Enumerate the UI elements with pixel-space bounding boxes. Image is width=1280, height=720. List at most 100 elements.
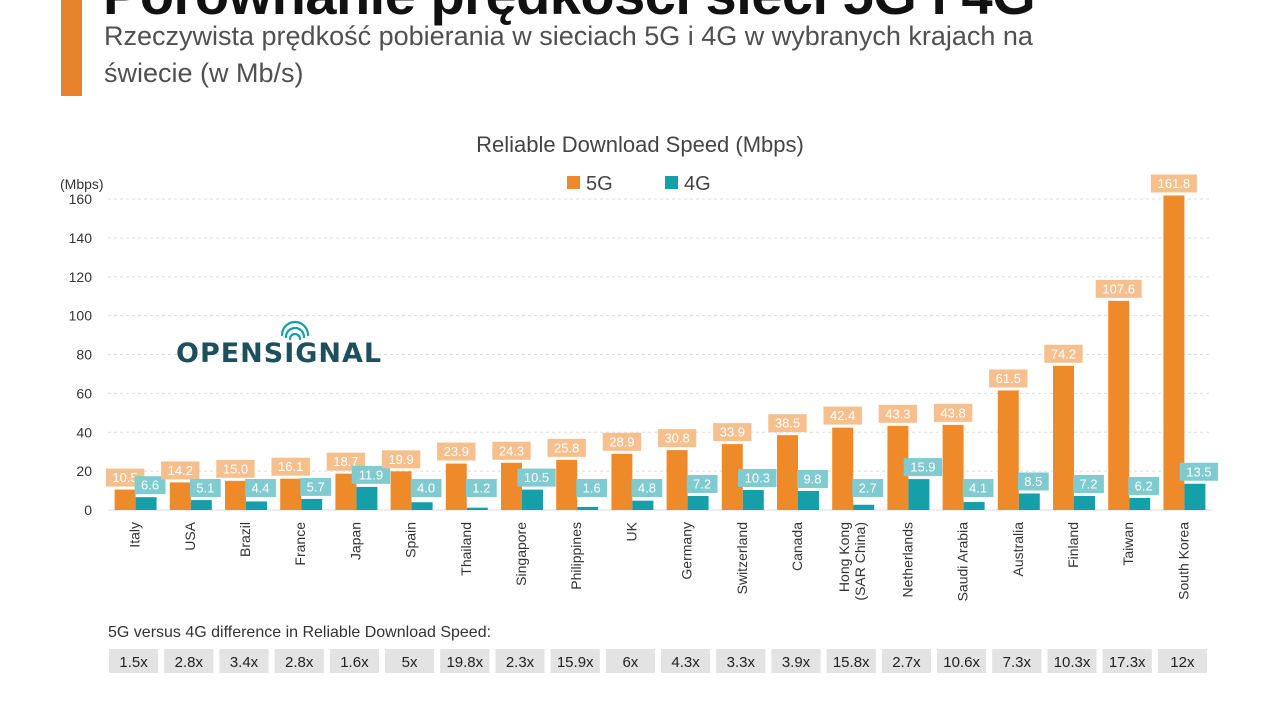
value-label-4g-bg (962, 479, 994, 497)
ratio-value: 6x (622, 654, 638, 671)
value-label-4g: 7.2 (693, 477, 711, 492)
value-label-5g: 15.0 (223, 461, 248, 476)
value-label-4g-bg (410, 479, 442, 497)
bar-4g (1129, 497, 1151, 510)
bar-5g (1108, 300, 1130, 510)
bar-5g (445, 463, 467, 510)
x-tick-label: Philippines (568, 522, 584, 590)
ratio-box (385, 649, 435, 673)
x-tick-label: Netherlands (899, 522, 915, 598)
bar-4g (742, 489, 764, 510)
value-label-4g-bg (189, 479, 221, 497)
value-label-5g-bg (271, 457, 310, 476)
value-label-5g: 74.2 (1051, 346, 1076, 361)
value-label-4g-bg (797, 469, 828, 488)
ratio-box (495, 649, 545, 673)
ratio-box (605, 649, 655, 673)
ratio-box (881, 649, 931, 673)
ratio-box (826, 649, 876, 673)
chart-bars (114, 195, 1206, 510)
chart-title: Reliable Download Speed (Mbps) (476, 132, 804, 157)
x-tick-label: South Korea (1175, 522, 1191, 600)
ratio-value: 3.9x (782, 654, 811, 671)
x-tick-label: Thailand (458, 522, 474, 576)
value-label-5g: 16.1 (278, 459, 303, 474)
bar-5g (666, 450, 688, 510)
ratio-value: 1.5x (119, 654, 148, 671)
ratio-box (219, 649, 269, 673)
bar-5g (335, 473, 357, 510)
x-tick-label: Germany (679, 522, 695, 580)
bar-4g (798, 490, 819, 510)
ratio-box (992, 649, 1042, 673)
x-tick-label: Finland (1065, 522, 1081, 568)
value-label-4g-bg (903, 458, 943, 477)
x-tick-label: USA (182, 521, 198, 550)
ratio-box (1102, 649, 1152, 673)
x-tick-label: Switzerland (734, 522, 750, 594)
bar-4g (632, 500, 654, 510)
bar-4g (1018, 493, 1040, 510)
value-label-4g: 13.5 (1186, 464, 1211, 479)
bar-5g (225, 480, 246, 510)
value-label-4g-bg (134, 476, 166, 495)
value-label-5g-bg (1095, 279, 1142, 298)
value-label-5g-bg (878, 404, 918, 423)
bar-5g (114, 489, 136, 510)
value-label-5g-bg (161, 461, 200, 480)
bar-5g (777, 435, 798, 510)
value-label-4g-bg (1128, 476, 1160, 495)
ratio-value: 17.3x (1109, 654, 1146, 671)
x-tick-label: Australia (1010, 522, 1026, 577)
value-label-5g: 18.7 (333, 454, 358, 469)
y-tick-label: 100 (69, 308, 93, 324)
legend-swatch-4g (665, 176, 678, 189)
ratio-value: 2.3x (506, 654, 535, 671)
value-label-5g: 14.2 (168, 463, 193, 478)
y-tick-label: 0 (84, 502, 92, 518)
y-tick-label: 20 (76, 463, 92, 479)
x-tick-label: Canada (789, 522, 805, 571)
value-label-5g: 161.8 (1158, 176, 1191, 191)
value-label-5g: 42.4 (830, 408, 855, 423)
value-label-5g: 28.9 (609, 434, 634, 449)
value-label-4g: 11.9 (359, 467, 383, 482)
bar-5g (1163, 195, 1185, 510)
ratio-box (661, 649, 711, 673)
wifi-signal-icon (280, 320, 310, 341)
value-label-5g-bg (437, 442, 476, 461)
value-label-4g-bg (686, 475, 718, 494)
y-tick-label: 60 (76, 385, 92, 401)
bar-4g (963, 502, 985, 510)
chart-value-labels: 10.5 6.6 14.25.1 15.04.4 16.1 5.7 18.711.9 19.9… (105, 174, 1219, 497)
value-label-5g: 43.3 (885, 406, 910, 421)
legend-label-5g: 5G (586, 173, 613, 195)
bar-4g (577, 506, 599, 510)
y-tick-label: 40 (76, 424, 92, 440)
x-tick-label: UK (623, 521, 639, 541)
value-label-5g-bg (547, 438, 586, 457)
value-label-5g-bg (657, 429, 697, 448)
value-label-4g: 6.2 (1135, 478, 1153, 493)
y-tick-label: 120 (69, 269, 93, 285)
value-label-5g-bg (1150, 174, 1197, 193)
ratio-box (716, 649, 766, 673)
ratio-value: 2.8x (285, 654, 314, 671)
value-label-5g-bg (989, 369, 1028, 388)
ratio-value: 5x (402, 654, 418, 671)
value-label-4g: 2.7 (859, 481, 877, 496)
ratio-box (937, 649, 987, 673)
ratio-box (440, 649, 490, 673)
value-label-4g: 5.1 (196, 481, 214, 496)
bar-5g (1053, 365, 1074, 510)
legend-swatch-5g (567, 176, 580, 189)
x-tick-label: Singapore (513, 522, 529, 586)
value-label-4g: 4.8 (638, 481, 656, 496)
value-label-4g-bg (852, 479, 884, 497)
value-label-4g-bg (351, 465, 391, 484)
bar-5g (556, 459, 578, 510)
value-label-4g-bg (517, 468, 556, 487)
value-label-5g-bg (823, 406, 862, 425)
value-label-5g: 24.3 (499, 443, 524, 458)
bar-5g (942, 424, 964, 510)
